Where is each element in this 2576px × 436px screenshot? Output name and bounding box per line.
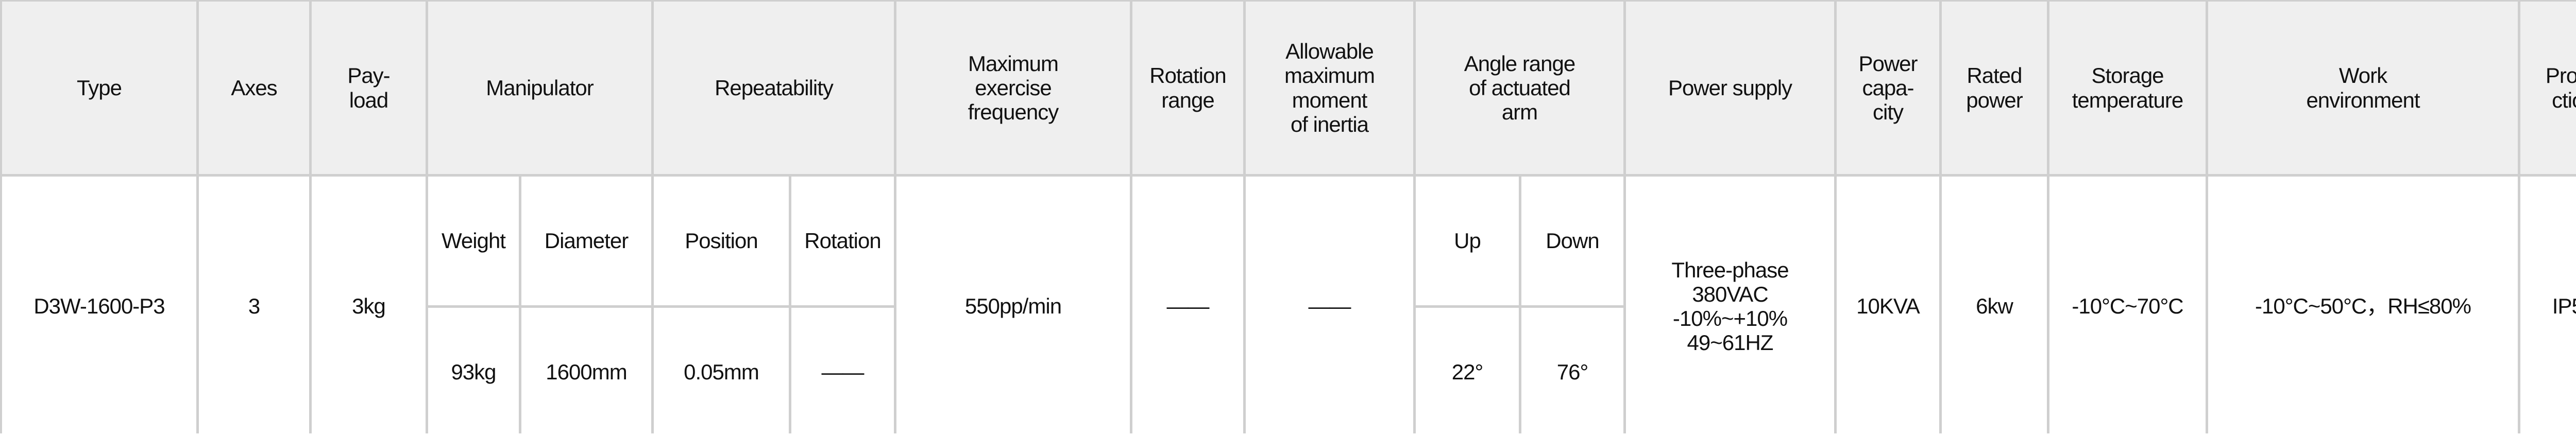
subheader-diameter: Diameter: [521, 177, 651, 305]
cell-moment: ——: [1246, 177, 1413, 436]
header-repeatability: Repeatability: [654, 2, 894, 174]
cell-axes: 3: [199, 177, 309, 436]
cell-down: 76°: [1521, 308, 1623, 436]
header-storage-temp: Storage temperature: [2049, 2, 2206, 174]
cell-storage-temp: -10°C~70°C: [2049, 177, 2206, 436]
cell-protection: IP55: [2520, 177, 2576, 436]
header-max-frequency: Maximum exercise frequency: [896, 2, 1130, 174]
cell-type: D3W-1600-P3: [2, 177, 196, 436]
header-type: Type: [2, 2, 196, 174]
cell-work-env: -10°C~50°C，RH≤80%: [2208, 177, 2518, 436]
subheader-weight: Weight: [428, 177, 519, 305]
subheader-down: Down: [1521, 177, 1623, 305]
header-power-supply: Power supply: [1626, 2, 1834, 174]
cell-weight: 93kg: [428, 308, 519, 436]
header-protection: Prote- ction: [2520, 2, 2576, 174]
subheader-rotation: Rotation: [791, 177, 894, 305]
cell-up: 22°: [1416, 308, 1519, 436]
header-rotation-range: Rotation range: [1132, 2, 1243, 174]
subheader-position: Position: [654, 177, 789, 305]
cell-position: 0.05mm: [654, 308, 789, 436]
cell-max-frequency: 550pp/min: [896, 177, 1130, 436]
cell-power-supply: Three-phase 380VAC -10%~+10% 49~61HZ: [1626, 177, 1834, 436]
header-power-capacity: Power capa- city: [1837, 2, 1939, 174]
header-axes: Axes: [199, 2, 309, 174]
header-moment: Allowable maximum moment of inertia: [1246, 2, 1413, 174]
header-rated-power: Rated power: [1942, 2, 2047, 174]
subheader-up: Up: [1416, 177, 1519, 305]
cell-power-capacity: 10KVA: [1837, 177, 1939, 436]
cell-diameter: 1600mm: [521, 308, 651, 436]
cell-rotation: ——: [791, 308, 894, 436]
header-manipulator: Manipulator: [428, 2, 651, 174]
header-work-env: Work environment: [2208, 2, 2518, 174]
header-angle-range: Angle range of actuated arm: [1416, 2, 1623, 174]
cell-rotation-range: ——: [1132, 177, 1243, 436]
cell-rated-power: 6kw: [1942, 177, 2047, 436]
cell-payload: 3kg: [312, 177, 426, 436]
header-payload: Pay- load: [312, 2, 426, 174]
